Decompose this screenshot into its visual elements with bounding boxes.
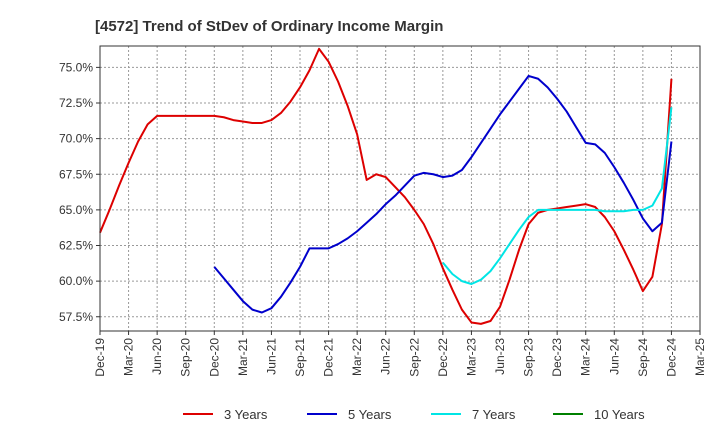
plot-border [99,45,701,332]
y-tick-label: 72.5% [59,96,93,110]
x-tick-label: Jun-24 [607,338,621,375]
legend-label: 7 Years [472,407,516,422]
y-tick-label: 75.0% [59,60,93,74]
x-tick-label: Dec-20 [207,338,221,377]
x-tick-label: Mar-21 [236,338,250,376]
x-tick-label: Mar-22 [350,338,364,376]
legend-label: 5 Years [348,407,392,422]
series-lines [99,47,673,325]
legend-label: 3 Years [224,407,268,422]
series-line-5-years [213,74,673,314]
plot-area [100,46,700,331]
series-line-7-years [442,107,673,285]
x-tick-label: Mar-20 [122,338,136,376]
y-tick-label: 62.5% [59,239,93,253]
x-tick-label: Sep-22 [407,338,421,377]
x-tick-label: Jun-20 [150,338,164,375]
x-tick-label: Sep-21 [293,338,307,377]
x-tick-label: Jun-23 [493,338,507,375]
x-tick-label: Dec-21 [322,338,336,377]
y-tick-label: 57.5% [59,310,93,324]
legend: 3 Years 5 Years 7 Years 10 Years [183,407,645,422]
y-tick-label: 65.0% [59,203,93,217]
x-tick-label: Mar-24 [579,338,593,376]
chart-title: [4572] Trend of StDev of Ordinary Income… [95,18,443,35]
y-tick-label: 60.0% [59,274,93,288]
x-tick-label: Jun-21 [264,338,278,375]
x-tick-label: Mar-23 [464,338,478,376]
x-tick-label: Sep-20 [179,338,193,377]
y-tick-label: 67.5% [59,167,93,181]
x-tick-label: Dec-19 [93,338,107,377]
x-tick-label: Dec-24 [664,338,678,377]
y-tick-label: 70.0% [59,132,93,146]
x-tick-label: Dec-22 [436,338,450,377]
x-axis: Dec-19 Mar-20 Jun-20 Sep-20 Dec-20 Mar-21 Jun-… [93,331,707,377]
y-axis: 57.5% 60.0% 62.5% 65.0% 67.5% 70.0% 72.5% 75.0% [59,60,100,324]
legend-label: 10 Years [594,407,645,422]
x-tick-label: Sep-24 [636,338,650,377]
x-tick-label: Dec-23 [550,338,564,377]
x-tick-label: Jun-22 [379,338,393,375]
series-line-3-years [99,47,673,325]
x-tick-label: Sep-23 [522,338,536,377]
x-tick-label: Mar-25 [693,338,707,376]
